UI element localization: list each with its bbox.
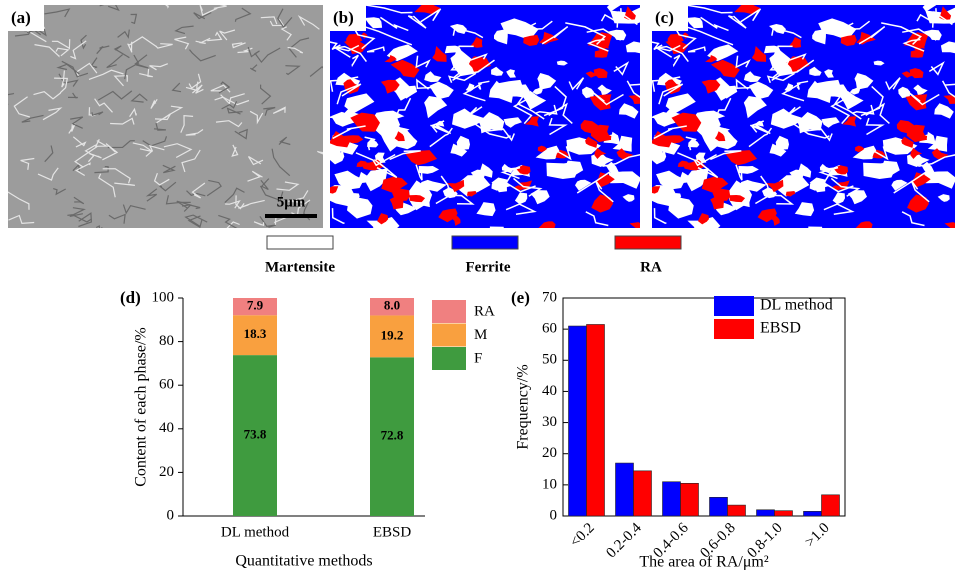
y-axis-title: Content of each phase/% bbox=[133, 327, 150, 487]
y-tick-label: 40 bbox=[542, 383, 557, 399]
martensite-region bbox=[863, 162, 895, 179]
data-label: 73.8 bbox=[244, 427, 267, 442]
legend-label: Ferrite bbox=[466, 259, 511, 275]
bar bbox=[634, 471, 652, 516]
figure: 5μm (a) (b) (c) Martensite Ferrite RA (d) 0 20 40 6… bbox=[0, 0, 959, 573]
data-label: 18.3 bbox=[244, 326, 267, 341]
x-tick-label: DL method bbox=[221, 524, 290, 540]
boundary bbox=[375, 226, 393, 249]
bar bbox=[804, 511, 822, 516]
boundary bbox=[486, 227, 504, 233]
legend-swatch bbox=[432, 300, 466, 323]
y-axis-title: Frequency/% bbox=[515, 364, 532, 449]
y-tick-label: 80 bbox=[159, 333, 174, 349]
data-label: 72.8 bbox=[381, 428, 404, 443]
martensite-region bbox=[502, 84, 530, 98]
boundary bbox=[804, 227, 822, 233]
martensite-region bbox=[820, 84, 848, 98]
bar bbox=[710, 497, 728, 516]
y-tick-label: 40 bbox=[159, 420, 174, 436]
y-tick-label: 0 bbox=[550, 507, 558, 523]
ra-region bbox=[945, 222, 959, 237]
data-label: 19.2 bbox=[381, 327, 404, 342]
legend-label: RA bbox=[640, 259, 662, 275]
boundary bbox=[696, 226, 714, 249]
x-tick-label: >1.0 bbox=[802, 520, 833, 551]
y-tick-label: 30 bbox=[542, 414, 557, 430]
legend-swatch bbox=[432, 347, 466, 370]
data-label: 8.0 bbox=[384, 298, 400, 313]
scale-bar bbox=[265, 214, 317, 218]
data-label: 7.9 bbox=[247, 298, 264, 313]
bar bbox=[569, 326, 587, 516]
phase-map bbox=[639, 1, 959, 250]
legend-label: Martensite bbox=[265, 259, 335, 275]
bar bbox=[616, 463, 634, 516]
legend-swatch bbox=[714, 319, 754, 339]
bar bbox=[728, 505, 746, 516]
legend-label: RA bbox=[474, 303, 495, 319]
plot-frame bbox=[563, 298, 845, 516]
panel-label: (b) bbox=[333, 8, 354, 27]
x-axis-title: Quantitative methods bbox=[235, 553, 372, 570]
legend-swatch bbox=[714, 296, 754, 316]
ra-region bbox=[630, 222, 653, 237]
y-tick-label: 70 bbox=[542, 289, 557, 305]
bar bbox=[681, 483, 699, 516]
bar bbox=[775, 511, 793, 516]
legend-label: M bbox=[474, 327, 487, 343]
x-tick-label: <0.2 bbox=[567, 520, 598, 551]
panel-label: (a) bbox=[11, 8, 31, 27]
y-tick-label: 20 bbox=[159, 464, 174, 480]
panel-label: (e) bbox=[511, 288, 530, 307]
bar bbox=[663, 482, 681, 516]
bar bbox=[757, 510, 775, 516]
x-axis-title: The area of RA/μm² bbox=[639, 554, 769, 571]
y-tick-label: 50 bbox=[542, 352, 557, 368]
x-tick-label: EBSD bbox=[373, 524, 412, 540]
legend-label: F bbox=[474, 350, 482, 366]
y-tick-label: 60 bbox=[542, 321, 557, 337]
legend-swatch bbox=[432, 324, 466, 347]
legend-swatch bbox=[267, 236, 333, 249]
legend-swatch bbox=[452, 236, 518, 249]
bar bbox=[587, 324, 605, 516]
martensite-region bbox=[546, 162, 578, 179]
y-tick-label: 20 bbox=[542, 445, 557, 461]
panel-label: (c) bbox=[655, 8, 674, 27]
legend-swatch bbox=[615, 236, 681, 249]
legend-label: EBSD bbox=[760, 320, 801, 337]
y-tick-label: 0 bbox=[167, 507, 175, 523]
scale-bar-label: 5μm bbox=[277, 194, 306, 210]
bar bbox=[822, 495, 840, 516]
y-tick-label: 10 bbox=[542, 476, 557, 492]
phase-map bbox=[317, 1, 671, 250]
y-tick-label: 60 bbox=[159, 377, 174, 393]
y-tick-label: 100 bbox=[152, 289, 175, 305]
panel-label: (d) bbox=[120, 288, 141, 307]
legend-label: DL method bbox=[760, 297, 833, 314]
